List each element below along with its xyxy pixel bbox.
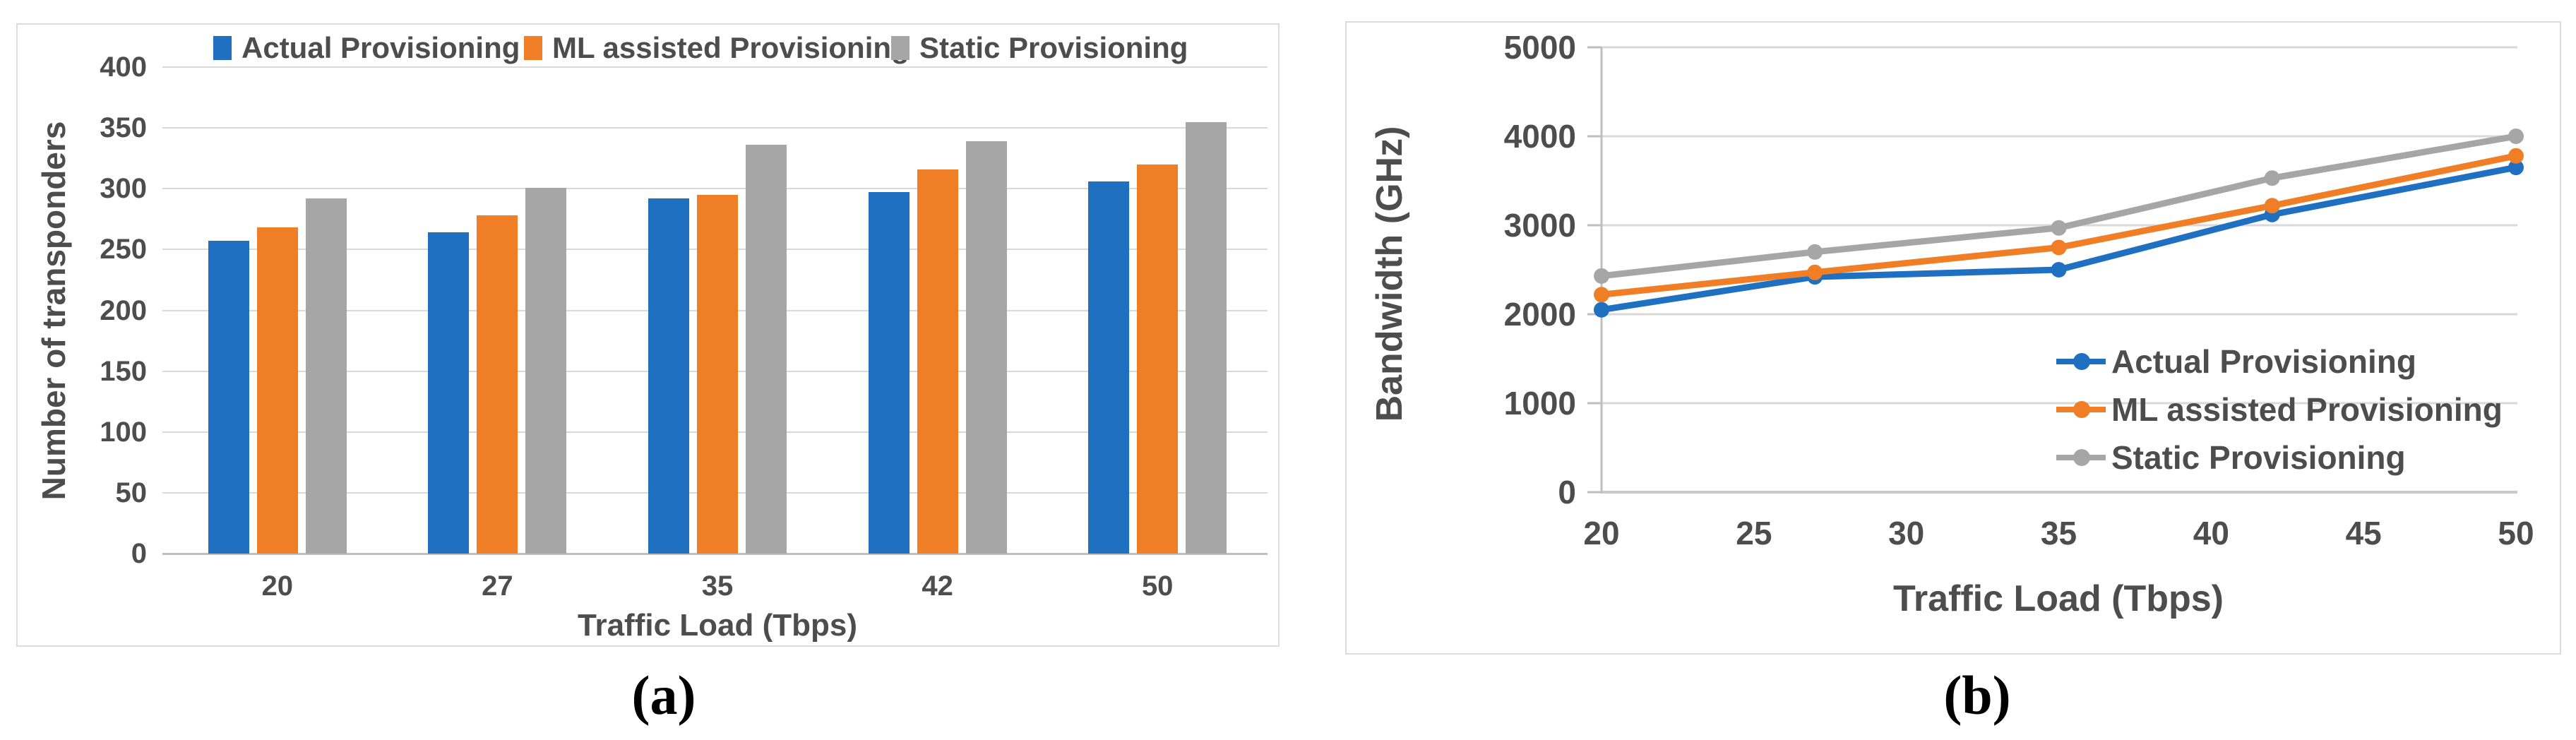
legend-swatch-static [891, 36, 910, 60]
x-tick-label: 30 [1888, 515, 1925, 551]
data-point-marker-s2-x20 [1594, 268, 1609, 284]
line-chart-panel [1345, 21, 2561, 655]
y-tick-label: 1000 [1503, 385, 1576, 422]
data-point-marker-s0-x20 [1594, 302, 1609, 318]
legend-item-ml-assisted: ML assisted Provisioning [2056, 390, 2503, 429]
legend-label: ML assisted Provisioning [2111, 391, 2503, 428]
x-tick-label: 20 [1583, 515, 1620, 551]
x-tick-label: 25 [1736, 515, 1772, 551]
data-point-marker-s1-x35 [2051, 239, 2067, 256]
bar-chart-x-axis-title: Traffic Load (Tbps) [578, 608, 857, 643]
legend-swatch-actual [213, 36, 232, 60]
legend-item-actual: Actual Provisioning [2056, 342, 2416, 381]
legend-item-static: Static Provisioning [2056, 438, 2406, 477]
caption-a: (a) [631, 664, 696, 726]
x-tick-label: 45 [2345, 515, 2382, 551]
line-marker-icon [2056, 401, 2106, 418]
y-tick-label: 4000 [1503, 118, 1576, 155]
x-tick-label: 40 [2193, 515, 2229, 551]
line-marker-icon [2056, 449, 2106, 466]
line-marker-icon [2056, 353, 2106, 370]
data-point-marker-s0-x50 [2508, 160, 2524, 176]
data-point-marker-s1-x42 [2264, 198, 2280, 214]
data-point-marker-s1-x20 [1594, 287, 1609, 303]
line-series-0 [1598, 164, 2520, 314]
data-point-marker-s2-x27 [1807, 244, 1823, 260]
data-point-marker-s2-x50 [2508, 129, 2524, 144]
line-chart-x-axis-title: Traffic Load (Tbps) [1893, 578, 2224, 619]
x-tick-label: 50 [2498, 515, 2534, 551]
legend-item-actual: Actual Provisioning [213, 28, 520, 68]
y-tick-label: 2000 [1503, 296, 1576, 333]
data-point-marker-s2-x42 [2264, 170, 2280, 186]
y-tick-label: 0 [1558, 474, 1576, 511]
legend-label: Static Provisioning [2111, 439, 2406, 476]
x-tick-label: 35 [2040, 515, 2077, 551]
data-point-marker-s0-x35 [2051, 262, 2067, 278]
legend-swatch-ml-assisted [524, 36, 542, 60]
y-tick-label: 5000 [1503, 29, 1576, 66]
data-point-marker-s1-x27 [1807, 264, 1823, 280]
legend-label: Actual Provisioning [242, 31, 520, 64]
caption-b: (b) [1943, 664, 2011, 726]
legend-label: ML assisted Provisioning [552, 31, 910, 64]
legend-item-static: Static Provisioning [891, 28, 1188, 68]
data-point-marker-s1-x50 [2508, 148, 2524, 164]
data-point-marker-s2-x35 [2051, 220, 2067, 236]
legend-label: Actual Provisioning [2111, 343, 2416, 380]
legend-item-ml-assisted: ML assisted Provisioning [524, 28, 910, 68]
legend-label: Static Provisioning [919, 31, 1188, 64]
y-tick-label: 3000 [1503, 207, 1576, 244]
